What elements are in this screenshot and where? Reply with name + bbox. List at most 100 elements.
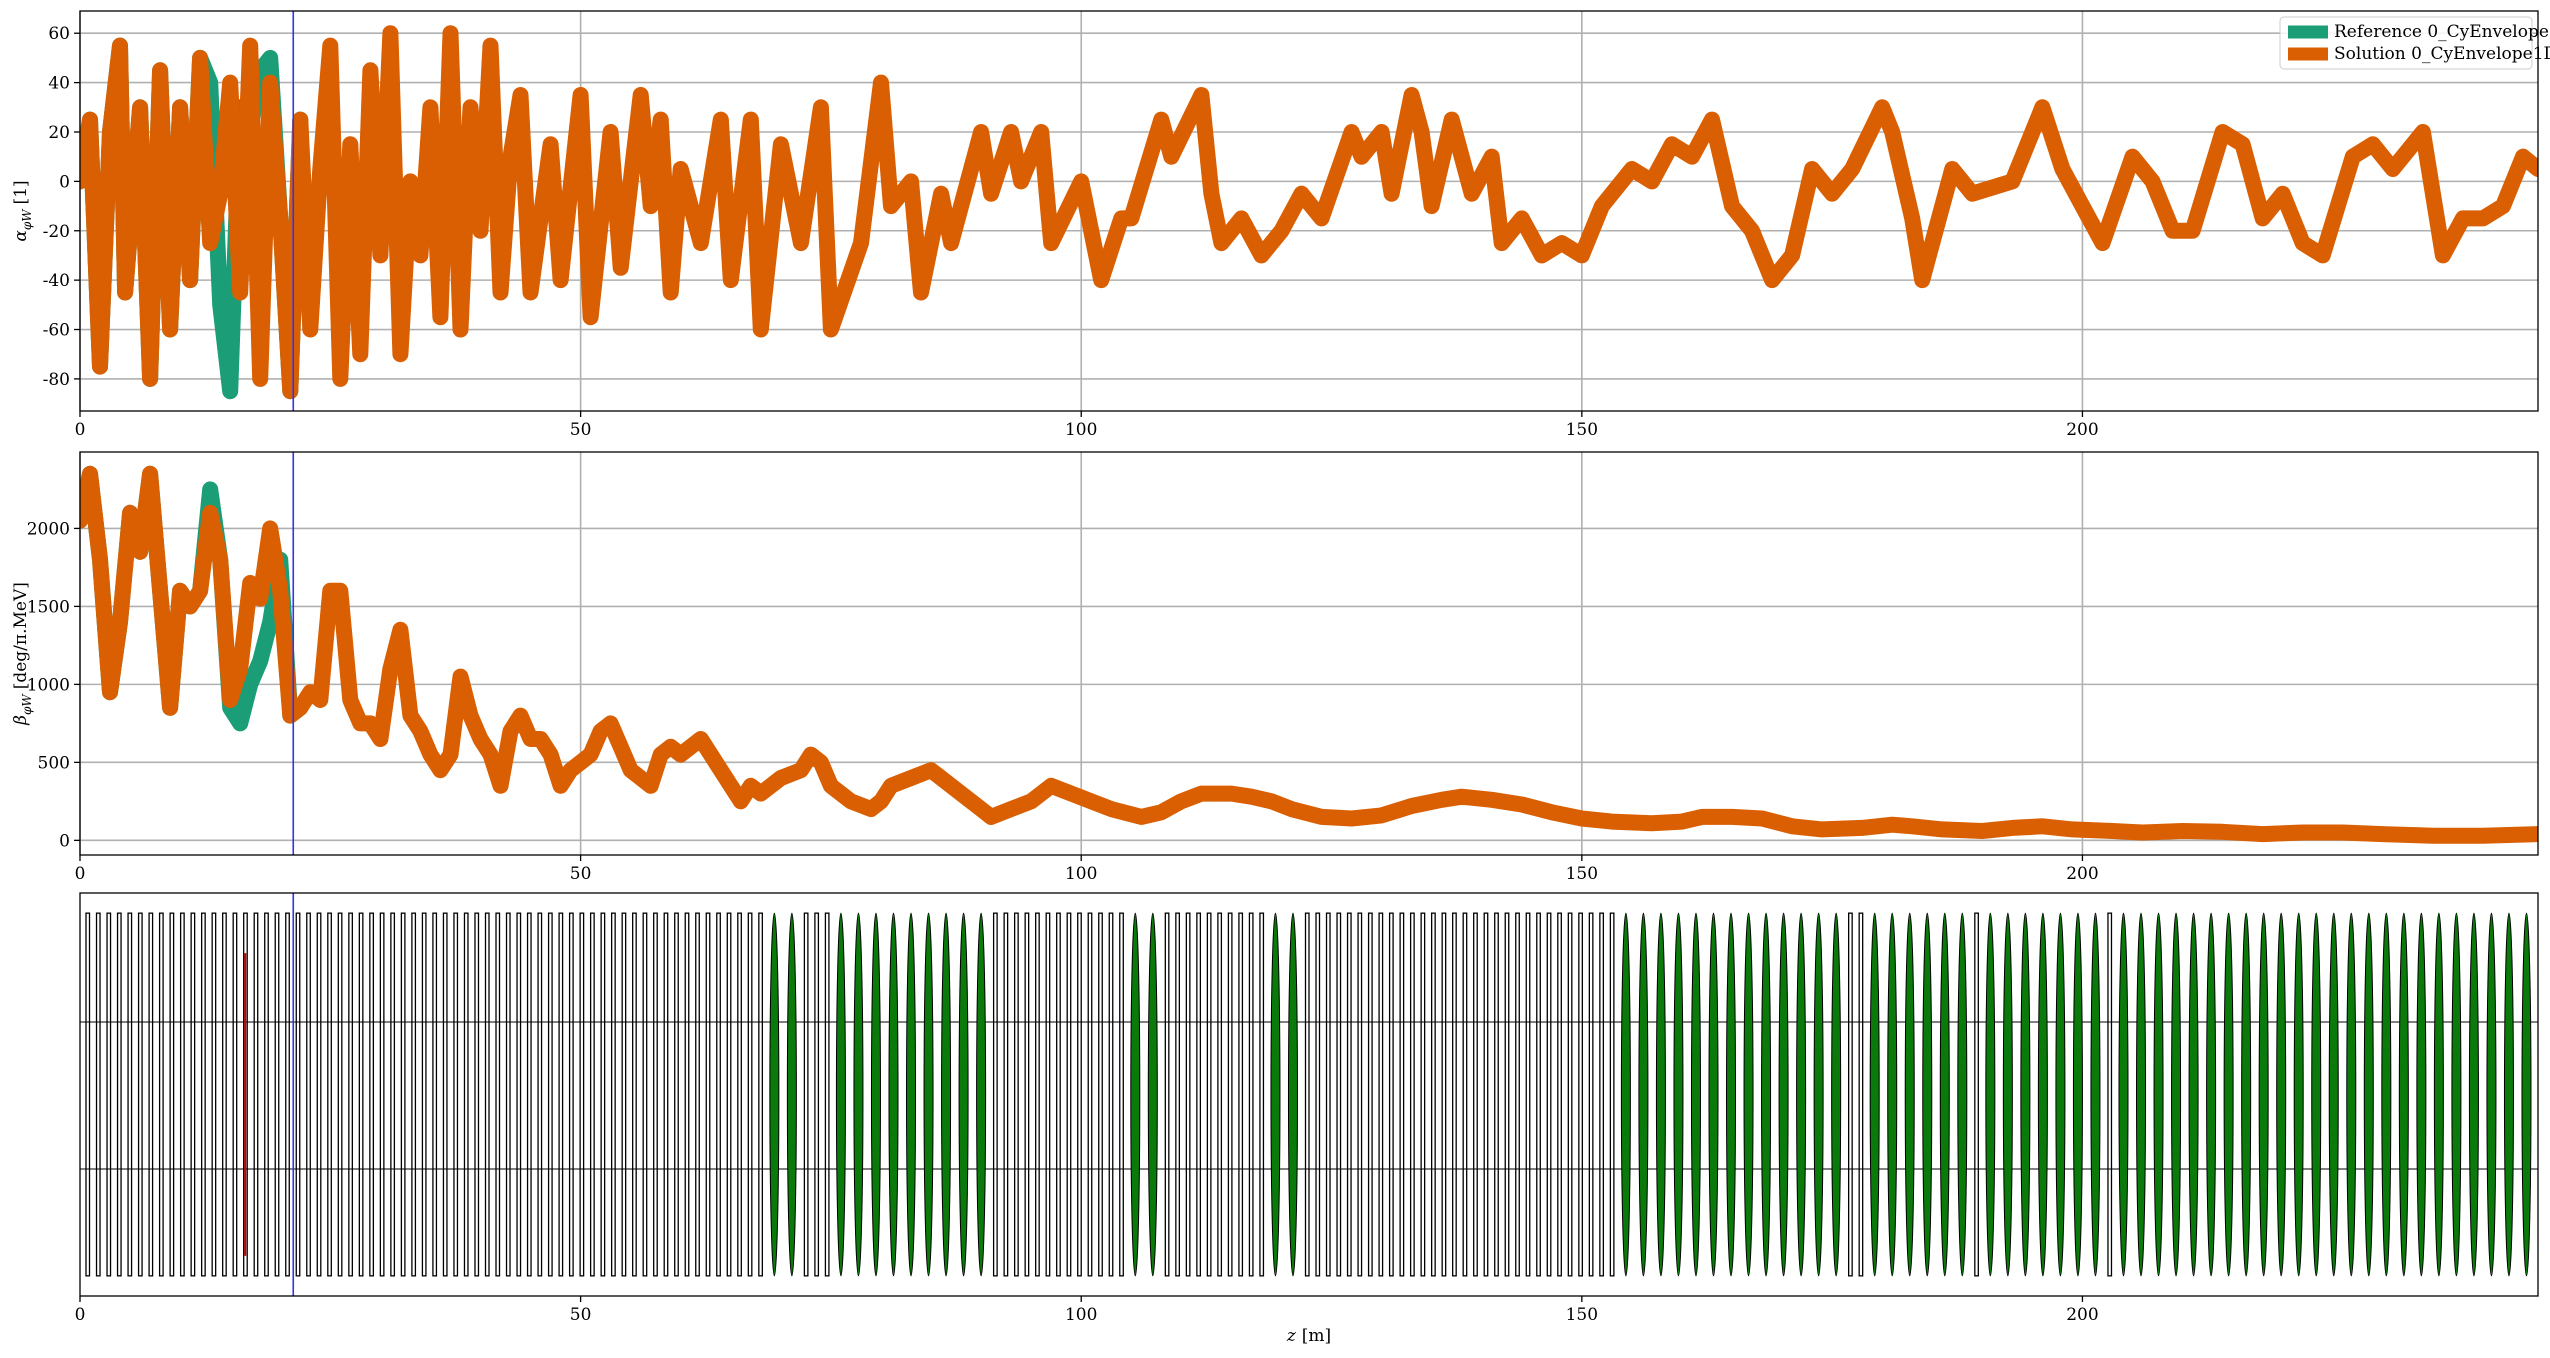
x-tick-label: 150 xyxy=(1566,864,1598,884)
magnet xyxy=(1567,912,1573,1277)
cavity xyxy=(1655,912,1666,1277)
magnet xyxy=(274,912,280,1277)
cavity xyxy=(2363,912,2374,1277)
cavity xyxy=(1796,912,1807,1277)
magnet xyxy=(1003,912,1009,1277)
cavity xyxy=(769,912,780,1277)
magnet xyxy=(222,912,227,1277)
magnet xyxy=(1399,912,1405,1277)
cavity xyxy=(2223,912,2234,1277)
magnet xyxy=(127,912,133,1277)
magnet xyxy=(600,912,606,1277)
magnet xyxy=(1378,912,1384,1277)
x-tick-label: 0 xyxy=(75,420,86,440)
magnet xyxy=(1108,912,1114,1277)
magnet xyxy=(411,912,417,1277)
magnet xyxy=(579,912,585,1277)
legend-box xyxy=(2279,16,2533,70)
cavity xyxy=(1904,912,1915,1277)
magnet xyxy=(474,912,480,1277)
magnet xyxy=(1536,912,1541,1277)
cavity xyxy=(2468,912,2479,1277)
magnet xyxy=(1609,912,1615,1277)
magnet xyxy=(1430,912,1436,1277)
magnet xyxy=(327,912,332,1277)
magnet xyxy=(663,912,669,1277)
cavity xyxy=(2293,912,2304,1277)
cavity xyxy=(835,912,846,1277)
magnet xyxy=(1315,912,1321,1277)
magnet xyxy=(369,912,375,1277)
magnet xyxy=(674,912,679,1277)
legend-label: Reference 0_CyEnvelope1D xyxy=(2334,22,2550,42)
magnet xyxy=(495,912,501,1277)
y-tick-label: 1000 xyxy=(27,675,70,695)
cavity xyxy=(2153,912,2164,1277)
magnet xyxy=(642,912,648,1277)
magnet xyxy=(547,912,553,1277)
cavity xyxy=(1813,912,1824,1277)
cavity xyxy=(1147,912,1158,1277)
magnet xyxy=(1473,912,1478,1277)
magnet xyxy=(137,912,143,1277)
magnet xyxy=(695,912,700,1277)
magnet xyxy=(1357,912,1363,1277)
cavity xyxy=(1130,912,1141,1277)
series-line xyxy=(80,465,2538,844)
cavity xyxy=(2241,912,2252,1277)
cavity xyxy=(1985,912,1996,1277)
y-tick-label: -60 xyxy=(43,321,70,341)
y-tick-label: -20 xyxy=(43,222,70,242)
plot-area xyxy=(80,912,2538,1277)
y-tick-label: 1500 xyxy=(27,597,70,617)
y-axis-label: αφW [1] xyxy=(11,180,34,241)
magnet xyxy=(158,912,164,1277)
cavity xyxy=(2521,912,2532,1277)
series-line xyxy=(80,25,2538,400)
axes: 0 50 100 150 200 z [m] xyxy=(75,1296,2099,1346)
magnet xyxy=(589,912,595,1277)
x-tick-label: 50 xyxy=(570,420,592,440)
magnet xyxy=(1858,912,1864,1277)
x-tick-label: 50 xyxy=(570,1305,592,1325)
magnet xyxy=(1259,912,1265,1277)
plot-area xyxy=(80,25,2538,400)
cavity xyxy=(2433,912,2444,1277)
cavity xyxy=(2171,912,2182,1277)
cavity xyxy=(2398,912,2409,1277)
cavity xyxy=(2486,912,2497,1277)
magnet xyxy=(1599,912,1605,1277)
magnet xyxy=(1035,912,1040,1277)
y-axis-label: βφW [deg/π.MeV] xyxy=(11,582,34,726)
cavity xyxy=(786,912,797,1277)
cavity xyxy=(941,912,952,1277)
cavity xyxy=(1690,912,1701,1277)
subscript: φW xyxy=(20,693,34,715)
magnet xyxy=(1452,912,1457,1277)
magnet xyxy=(726,912,732,1277)
magnet xyxy=(992,912,998,1277)
y-tick-label: 2000 xyxy=(27,519,70,539)
magnet xyxy=(1087,912,1093,1277)
cavity xyxy=(2258,912,2269,1277)
magnet xyxy=(432,912,438,1277)
magnet xyxy=(148,912,154,1277)
magnet xyxy=(1013,912,1019,1277)
magnet xyxy=(1304,912,1310,1277)
magnet xyxy=(610,912,616,1277)
axes-frame xyxy=(79,10,2539,412)
magnet xyxy=(1388,912,1394,1277)
magnet xyxy=(1557,912,1562,1277)
cavity xyxy=(2118,912,2129,1277)
x-tick-label: 50 xyxy=(570,864,592,884)
y-tick-label: -40 xyxy=(43,271,70,291)
magnet xyxy=(1196,912,1202,1277)
magnet xyxy=(1974,912,1979,1277)
symbol: α xyxy=(11,230,31,242)
magnet xyxy=(1185,912,1191,1277)
magnet xyxy=(179,912,185,1277)
x-tick-label: 100 xyxy=(1065,1305,1097,1325)
cavity xyxy=(870,912,881,1277)
magnet xyxy=(285,912,290,1277)
